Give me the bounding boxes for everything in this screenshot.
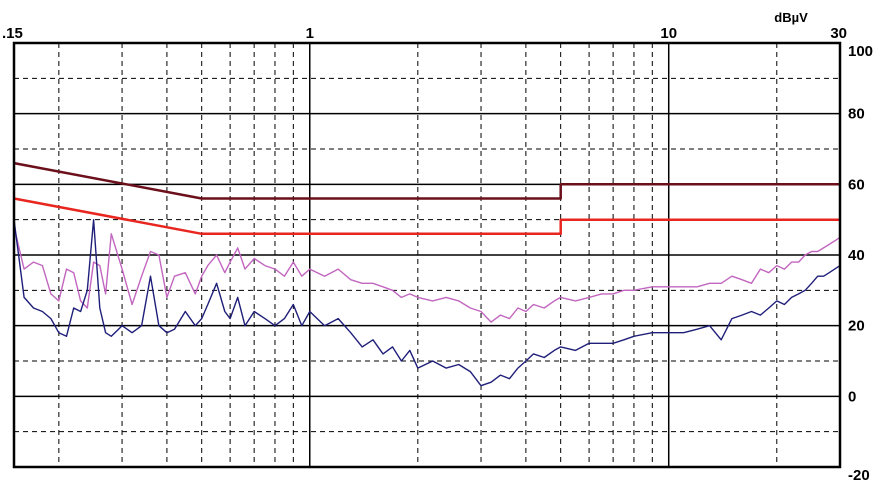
y-tick-label: 0 xyxy=(848,388,856,405)
grid xyxy=(14,43,840,467)
series-line-scan-avg xyxy=(13,218,841,387)
y-tick-label: -20 xyxy=(848,467,870,482)
series-line-limit-avg xyxy=(13,197,840,236)
y-tick-label: 80 xyxy=(848,106,865,123)
series-line-limit-qp xyxy=(13,161,840,200)
series-line-scan-peak xyxy=(13,226,841,323)
plot-frame xyxy=(12,41,842,469)
x-tick-label: 30 xyxy=(830,25,847,42)
y-tick-label: 100 xyxy=(848,43,873,60)
x-tick-label: 10 xyxy=(660,25,677,42)
unit-label: dBµV xyxy=(774,10,808,25)
series-layer xyxy=(13,161,841,387)
y-tick-label: 60 xyxy=(848,176,865,193)
y-tick-label: 20 xyxy=(848,318,865,335)
y-tick-label: 40 xyxy=(848,247,865,264)
x-tick-label: .15 xyxy=(2,25,23,42)
x-tick-label: 1 xyxy=(306,25,314,42)
